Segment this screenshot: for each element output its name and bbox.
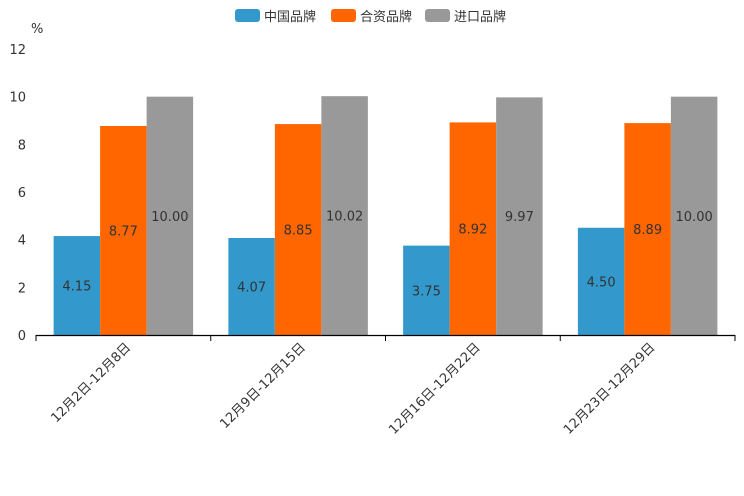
y-tick-label: 0	[18, 329, 26, 344]
legend-swatch	[235, 9, 260, 22]
data-label: 8.92	[458, 223, 487, 238]
bar	[53, 236, 101, 335]
x-tick-label: 12月2日-12月8日	[48, 340, 134, 426]
legend: 中国品牌 合资品牌 进口品牌	[235, 9, 506, 25]
bars	[53, 96, 718, 336]
x-tick-label: 12月23日-12月29日	[561, 340, 658, 437]
bar	[274, 124, 322, 335]
bar	[228, 237, 275, 335]
data-label: 4.15	[62, 280, 91, 295]
bar	[496, 97, 543, 335]
data-label: 3.75	[412, 284, 441, 299]
y-tick-label: 6	[18, 186, 26, 201]
data-label: 4.07	[237, 280, 266, 295]
data-label: 10.02	[326, 210, 363, 225]
bar	[146, 96, 194, 336]
x-tick-label: 12月16日-12月22日	[386, 340, 483, 437]
bar	[321, 96, 368, 335]
legend-label: 进口品牌	[454, 9, 506, 25]
data-label: 8.89	[633, 223, 662, 238]
legend-swatch	[425, 9, 450, 22]
bar	[449, 122, 497, 335]
bar	[624, 123, 671, 335]
data-labels: 4.15 8.77 10.00 4.07 8.85 10.02 3.75 8.92 9.97 4.…	[62, 210, 712, 300]
y-tick-label: 2	[18, 281, 26, 296]
y-axis-unit-label: %	[31, 22, 43, 37]
bar	[670, 96, 718, 336]
data-label: 9.97	[505, 210, 534, 225]
y-tick-label: 10	[9, 91, 26, 106]
x-tick-label: 12月9日-12月15日	[217, 340, 309, 432]
bar	[100, 125, 147, 336]
data-label: 10.00	[151, 210, 188, 225]
data-label: 8.85	[284, 224, 313, 239]
bar	[577, 227, 625, 335]
x-axis: 12月2日-12月8日 12月9日-12月15日 12月16日-12月22日 12月2…	[35, 334, 736, 438]
bar	[403, 245, 450, 335]
legend-label: 中国品牌	[264, 9, 316, 25]
data-label: 10.00	[676, 210, 713, 225]
y-axis-ticks: 0 2 4 6 8 10 12	[9, 43, 26, 344]
data-label: 4.50	[587, 275, 616, 290]
y-tick-label: 4	[18, 234, 26, 249]
data-label: 8.77	[109, 224, 138, 239]
y-tick-label: 8	[18, 138, 26, 153]
legend-swatch	[331, 9, 356, 22]
legend-label: 合资品牌	[360, 9, 412, 25]
y-tick-label: 12	[9, 43, 26, 58]
